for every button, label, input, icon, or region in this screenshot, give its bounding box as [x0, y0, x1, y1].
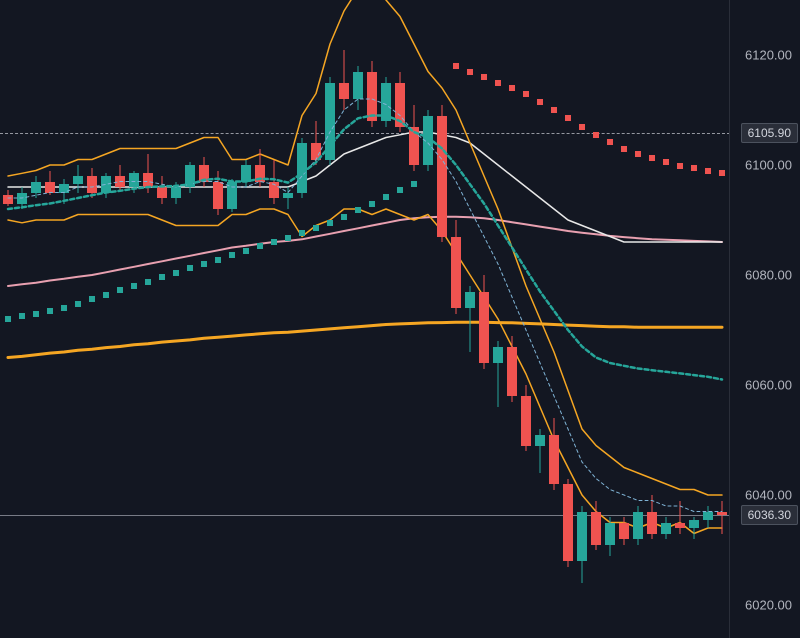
candlestick-chart[interactable]: 6120.00 6100.00 6080.00 6060.00 6040.00 6020.…: [0, 0, 800, 638]
psar-dot: [481, 74, 487, 80]
psar-dot: [173, 270, 179, 276]
psar-dot: [271, 239, 277, 245]
psar-dot: [649, 155, 655, 161]
psar-dot: [19, 313, 25, 319]
psar-dot: [243, 248, 249, 254]
price-marker: 6105.90: [741, 123, 798, 143]
psar-dot: [719, 170, 725, 176]
psar-dot: [103, 292, 109, 298]
y-tick: 6080.00: [745, 268, 792, 283]
psar-dot: [47, 308, 53, 314]
psar-dot: [579, 124, 585, 130]
psar-dot: [383, 194, 389, 200]
psar-dot: [607, 139, 613, 145]
psar-dot: [467, 69, 473, 75]
psar-dot: [75, 301, 81, 307]
psar-dot: [5, 316, 11, 322]
psar-dot: [229, 252, 235, 258]
psar-dot: [327, 220, 333, 226]
psar-dot: [201, 261, 207, 267]
psar-dot: [341, 214, 347, 220]
plot-area[interactable]: [0, 0, 730, 638]
psar-dot: [453, 63, 459, 69]
psar-dot: [369, 201, 375, 207]
psar-dot: [355, 207, 361, 213]
psar-dot: [565, 115, 571, 121]
psar-dot: [299, 230, 305, 236]
psar-dot: [61, 305, 67, 311]
psar-dot: [537, 99, 543, 105]
psar-dot: [509, 85, 515, 91]
price-marker: 6036.30: [741, 505, 798, 525]
y-tick: 6060.00: [745, 378, 792, 393]
psar-dot: [215, 257, 221, 263]
psar-dot: [313, 225, 319, 231]
psar-dot: [159, 274, 165, 280]
psar-dot: [131, 283, 137, 289]
y-tick: 6020.00: [745, 598, 792, 613]
psar-dot: [551, 107, 557, 113]
psar-dot: [495, 80, 501, 86]
psar-dot: [397, 187, 403, 193]
y-tick: 6040.00: [745, 488, 792, 503]
psar-dot: [117, 287, 123, 293]
psar-dot: [523, 91, 529, 97]
psar-dot: [145, 279, 151, 285]
psar-dot: [33, 311, 39, 317]
psar-dot: [663, 159, 669, 165]
psar-dot: [187, 265, 193, 271]
psar-dot: [677, 163, 683, 169]
psar-dot: [635, 151, 641, 157]
psar-dot: [285, 235, 291, 241]
psar-dot: [691, 165, 697, 171]
psar-dot: [705, 168, 711, 174]
psar-dot: [89, 296, 95, 302]
y-tick: 6100.00: [745, 158, 792, 173]
psar-dot: [257, 243, 263, 249]
psar-dot: [593, 132, 599, 138]
psar-dot: [621, 146, 627, 152]
y-tick: 6120.00: [745, 48, 792, 63]
y-axis: 6120.00 6100.00 6080.00 6060.00 6040.00 6020.…: [729, 0, 800, 638]
psar-dot: [411, 181, 417, 187]
psar-dots: [0, 0, 730, 638]
